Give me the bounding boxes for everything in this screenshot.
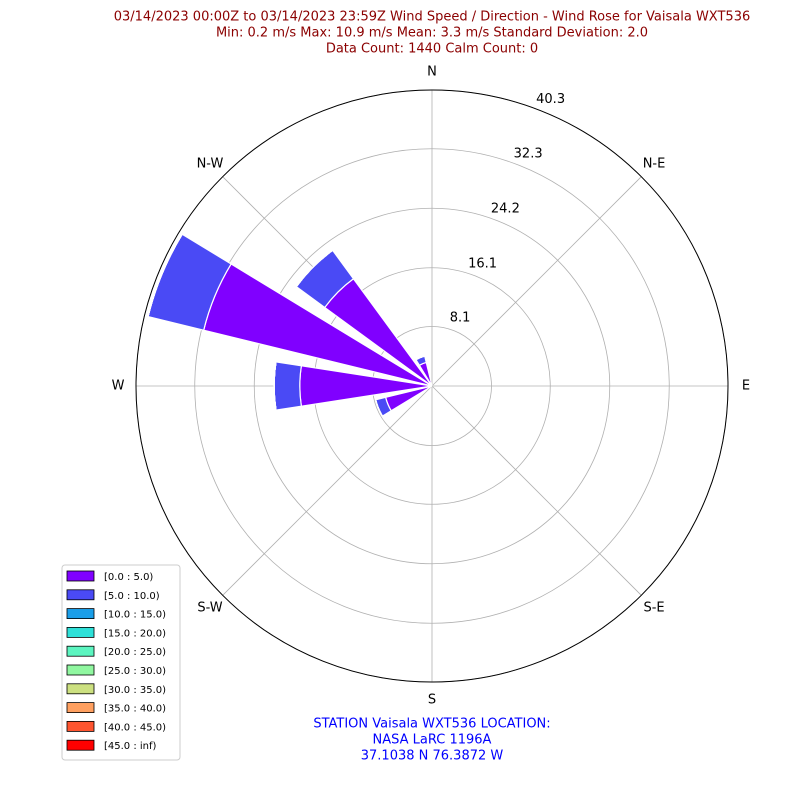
wind-bar — [273, 361, 303, 411]
labels: N N-E E S-E S S-W W N-W 8.1 16.1 24.2 32.3 40.3 — [112, 65, 751, 708]
chart-title: Min: 0.2 m/s Max: 10.9 m/s Mean: 3.3 m/s… — [216, 26, 648, 41]
direction-label: S-W — [197, 601, 222, 616]
legend-swatch — [66, 721, 95, 732]
direction-label: N — [427, 65, 437, 80]
direction-label: E — [742, 379, 750, 394]
title-block: 03/14/2023 00:00Z to 03/14/2023 23:59Z W… — [114, 10, 751, 764]
legend-label: [0.0 : 5.0) — [104, 572, 153, 583]
radial-tick-label: 24.2 — [491, 201, 520, 216]
legend-label: [20.0 : 25.0) — [104, 647, 166, 658]
legend-label: [10.0 : 15.0) — [104, 610, 166, 621]
radial-tick-label: 32.3 — [514, 146, 543, 161]
legend-label: [25.0 : 30.0) — [104, 666, 166, 677]
angular-grid-line — [222, 385, 433, 596]
legend: [0.0 : 5.0) [5.0 : 10.0) [10.0 : 15.0) [15.… — [66, 570, 166, 752]
radial-tick-label: 16.1 — [468, 256, 497, 271]
outer-circle — [135, 89, 729, 683]
legend-swatch — [66, 739, 95, 751]
radial-tick-label: 40.3 — [536, 92, 565, 107]
station-note: STATION Vaisala WXT536 LOCATION: — [313, 717, 550, 732]
legend-label: [5.0 : 10.0) — [104, 591, 160, 602]
legend-swatch — [66, 664, 95, 676]
legend-swatch — [66, 645, 95, 657]
legend-label: [15.0 : 20.0) — [104, 628, 166, 639]
direction-label: S-E — [643, 601, 664, 616]
angular-grid-line — [431, 176, 642, 387]
legend-label: [30.0 : 35.0) — [104, 685, 166, 696]
direction-label: N-E — [643, 156, 666, 171]
chart-title: Data Count: 1440 Calm Count: 0 — [326, 42, 538, 57]
legend-label: [45.0 : inf) — [104, 741, 157, 752]
legend-label: [35.0 : 40.0) — [104, 704, 166, 715]
angular-grid-line — [431, 385, 642, 596]
bars — [147, 233, 433, 417]
legend-label: [40.0 : 45.0) — [104, 722, 166, 733]
legend-swatch — [66, 570, 95, 582]
legend-swatch — [66, 589, 95, 601]
legend-swatch — [66, 702, 95, 713]
radial-tick-label: 8.1 — [450, 311, 471, 326]
direction-label: N-W — [197, 156, 224, 171]
chart-title: 03/14/2023 00:00Z to 03/14/2023 23:59Z W… — [114, 10, 751, 25]
station-note: 37.1038 N 76.3872 W — [361, 749, 504, 764]
legend-swatch — [66, 608, 95, 619]
legend-swatch — [66, 627, 95, 638]
direction-label: W — [112, 379, 125, 394]
legend-swatch — [66, 683, 95, 695]
direction-label: S — [428, 693, 436, 708]
station-note: NASA LaRC 1196A — [373, 733, 492, 748]
